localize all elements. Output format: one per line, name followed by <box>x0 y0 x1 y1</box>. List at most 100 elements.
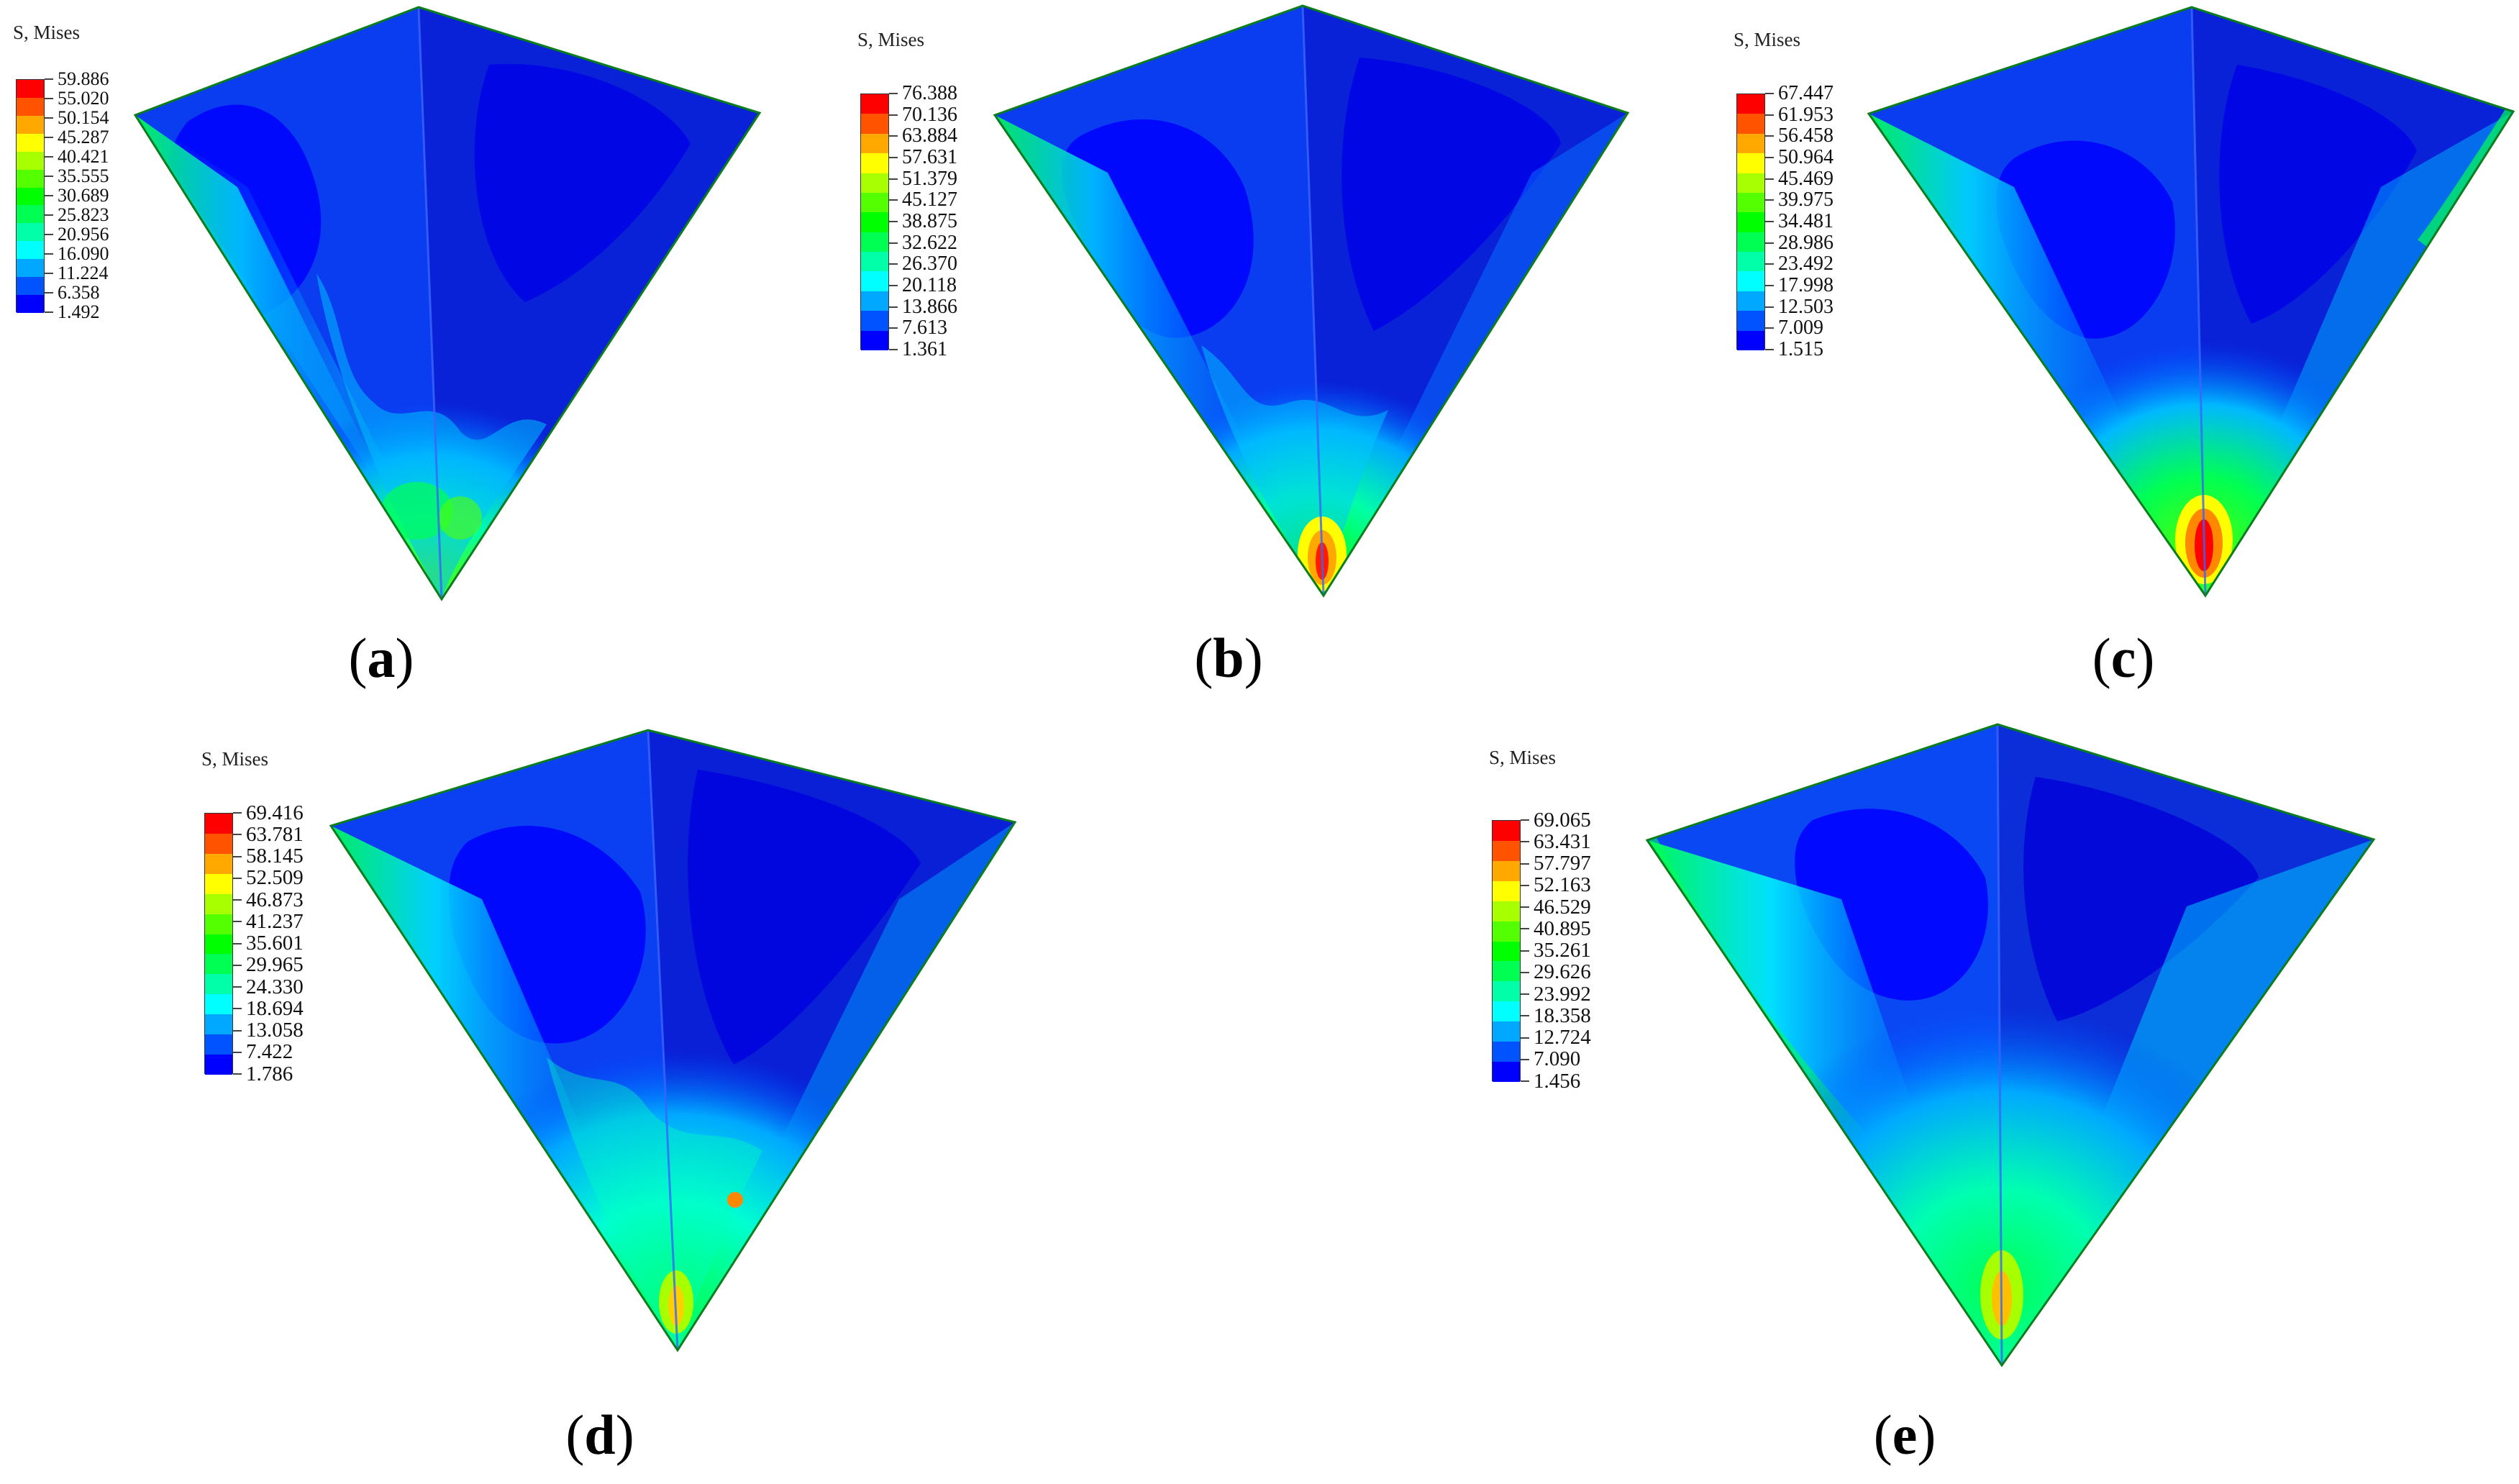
legend-tick <box>1521 1037 1529 1039</box>
legend-label: 50.964 <box>1778 146 1834 168</box>
legend-tick <box>1765 306 1774 308</box>
legend-label: 52.509 <box>246 866 304 890</box>
legend-tick <box>889 242 898 244</box>
legend-color-cell <box>861 252 888 272</box>
legend-label: 6.358 <box>58 282 100 303</box>
panel-caption-b: (b) <box>1194 627 1263 689</box>
panel-caption-e: (e) <box>1873 1403 1936 1466</box>
legend-label: 11.224 <box>58 263 109 283</box>
legend-label: 45.127 <box>902 188 957 211</box>
legend-label: 39.975 <box>1778 188 1834 211</box>
legend-label: 7.090 <box>1534 1047 1581 1071</box>
legend-label: 35.261 <box>1534 939 1591 962</box>
legend-color-cell <box>861 311 888 332</box>
legend-color-cell <box>205 1034 232 1055</box>
stress-contour-plot-a <box>133 6 762 601</box>
caption-letter: b <box>1213 627 1244 689</box>
legend-color-cell <box>205 914 232 935</box>
legend-color-bar <box>1736 94 1765 351</box>
legend-tick <box>1521 928 1529 930</box>
legend-tick <box>1765 327 1774 329</box>
legend-color-cell <box>205 954 232 975</box>
legend-color-bar <box>1492 820 1521 1083</box>
legend-tick <box>233 964 242 966</box>
legend-label: 23.992 <box>1534 982 1591 1006</box>
legend-tick <box>889 93 898 94</box>
legend-tick <box>889 135 898 137</box>
legend-tick <box>1521 819 1529 821</box>
legend-tick <box>45 195 53 196</box>
legend-color-cell <box>861 153 888 174</box>
legend-tick <box>45 234 53 235</box>
legend-tick <box>889 285 898 286</box>
legend-tick <box>1765 178 1774 180</box>
legend-tick <box>1765 93 1774 94</box>
legend-color-cell <box>861 94 888 114</box>
legend-color-cell <box>1737 133 1764 154</box>
legend-color-cell <box>1493 880 1520 902</box>
legend-label-max: 69.065 <box>1534 808 1591 832</box>
legend-color-cell <box>17 223 44 242</box>
legend-label: 12.503 <box>1778 295 1834 318</box>
legend-label: 30.689 <box>58 185 109 206</box>
legend-color-cell <box>1737 173 1764 194</box>
legend-label: 17.998 <box>1778 274 1834 296</box>
legend-tick <box>1521 950 1529 952</box>
legend-label: 18.358 <box>1534 1003 1591 1027</box>
legend-color-bar <box>860 94 889 351</box>
legend-label: 38.875 <box>902 210 957 232</box>
legend-tick <box>233 986 242 988</box>
legend-tick <box>1765 285 1774 286</box>
legend-color-cell <box>17 259 44 278</box>
legend-label: 45.469 <box>1778 167 1834 190</box>
legend-label-min: 1.456 <box>1534 1069 1581 1093</box>
legend-tick <box>889 157 898 158</box>
legend-color-cell <box>1493 901 1520 922</box>
legend-color-cell <box>17 277 44 296</box>
legend-tick <box>1521 993 1529 995</box>
legend-color-cell <box>1493 1021 1520 1042</box>
legend-label: 51.379 <box>902 167 957 190</box>
legend-color-cell <box>205 853 232 875</box>
legend-color-cell <box>205 974 232 995</box>
legend-color-cell <box>205 934 232 955</box>
legend-tick <box>45 311 53 313</box>
legend-color-cell <box>17 97 44 117</box>
legend-color-cell <box>1493 921 1520 942</box>
legend-label: 61.953 <box>1778 103 1834 126</box>
legend-color-cell <box>861 330 888 351</box>
legend-label-max: 76.388 <box>902 82 957 104</box>
legend-color-cell <box>1737 291 1764 311</box>
legend-color-cell <box>861 133 888 154</box>
stress-contour-plot-b <box>993 4 1630 598</box>
legend-tick <box>45 117 53 119</box>
legend-label: 63.781 <box>246 822 304 846</box>
legend-label: 29.626 <box>1534 960 1591 984</box>
legend-label: 32.622 <box>902 231 957 254</box>
legend-label-max: 69.416 <box>246 801 304 824</box>
legend-tick <box>233 812 242 814</box>
legend-tick <box>233 834 242 836</box>
legend-title: S, Mises <box>857 29 925 50</box>
legend-label: 23.492 <box>1778 252 1834 276</box>
legend-label-max: 59.886 <box>58 68 109 89</box>
legend-label: 16.090 <box>58 243 109 264</box>
stress-contour-plot-e <box>1645 723 2376 1367</box>
legend-tick <box>889 306 898 308</box>
legend-color-cell <box>1493 961 1520 982</box>
legend-color-cell <box>205 1055 232 1075</box>
legend-label: 7.613 <box>902 317 947 340</box>
legend-color-cell <box>17 205 44 224</box>
legend-color-cell <box>205 1014 232 1035</box>
legend-tick <box>889 349 898 350</box>
legend-color-cell <box>1493 1042 1520 1062</box>
legend-color-cell <box>17 133 44 153</box>
legend-tick <box>1521 862 1529 865</box>
legend-color-cell <box>861 271 888 292</box>
legend-color-cell <box>205 893 232 915</box>
legend-tick <box>1765 114 1774 116</box>
legend-label: 13.058 <box>246 1019 304 1042</box>
legend-title: S, Mises <box>13 22 81 43</box>
legend-tick <box>45 98 53 99</box>
legend-color-cell <box>1737 114 1764 135</box>
